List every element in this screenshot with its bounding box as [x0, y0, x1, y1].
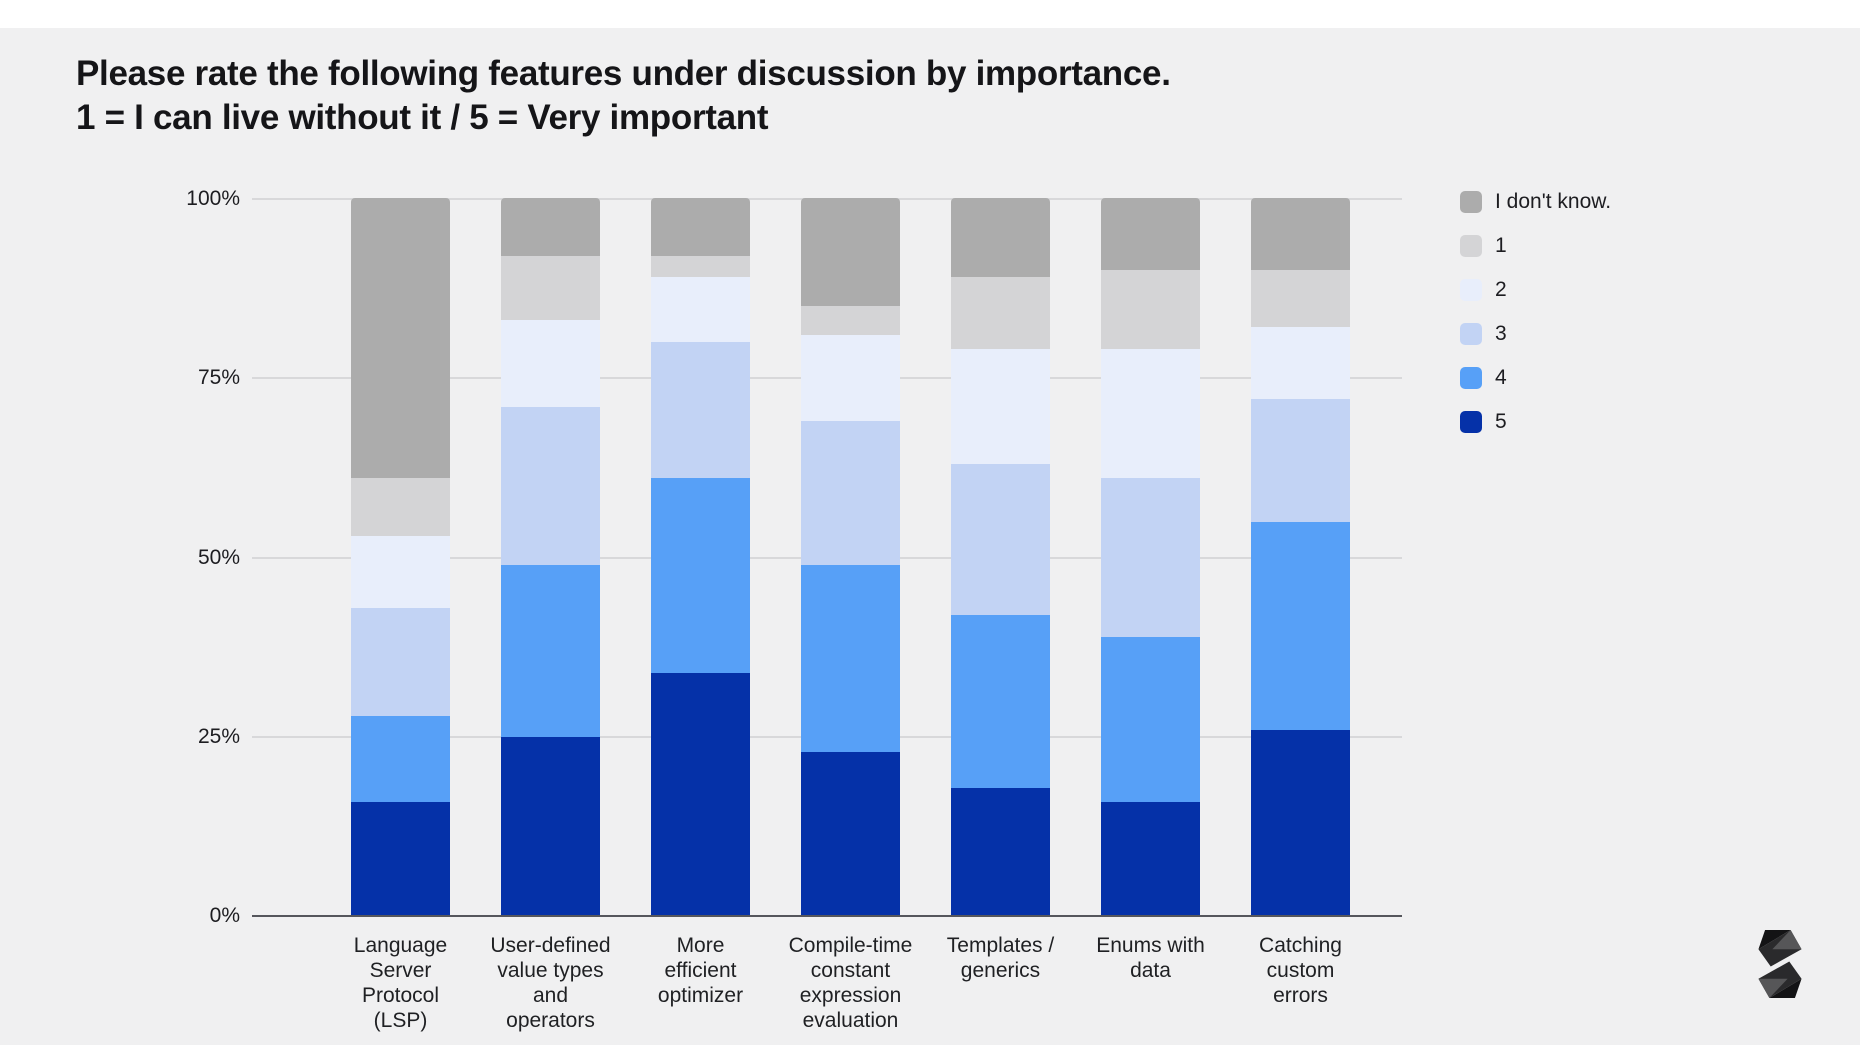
bar-segment-rating-5 — [351, 801, 450, 917]
x-axis-label-7: Catching custom errors — [1259, 934, 1342, 1007]
legend-item-1: 1 — [1460, 234, 1611, 257]
legend-swatch — [1460, 411, 1482, 433]
chart-title-line2: 1 = I can live without it / 5 = Very imp… — [76, 98, 769, 137]
legend-swatch — [1460, 235, 1482, 257]
bar-segment-rating-3 — [1101, 478, 1200, 637]
top-white-strip — [0, 0, 1860, 28]
legend-label: 5 — [1495, 410, 1507, 433]
legend-label: 4 — [1495, 366, 1507, 389]
plot-area: 100% 75% 50% 25% 0% Language Server Protocol … — [186, 187, 1402, 1032]
bar-segment-rating-1 — [351, 478, 450, 536]
legend-item-4: 4 — [1460, 366, 1611, 389]
bar-segment-rating-4 — [651, 478, 750, 673]
x-axis-label-2: User-defined value types and operators — [490, 934, 611, 1032]
bar-segment-rating-5 — [1251, 730, 1350, 917]
bar-segment-rating-1 — [801, 305, 900, 335]
legend-label: 2 — [1495, 278, 1507, 301]
bar-segment-rating-4 — [1101, 636, 1200, 802]
bar-segment-rating-2 — [351, 535, 450, 608]
bar-segment-rating-2 — [501, 320, 600, 407]
y-tick-label-0%: 0% — [209, 904, 240, 927]
solidity-logo-bottom-chevron — [1758, 961, 1802, 998]
bar-segment-rating-3 — [501, 406, 600, 565]
legend-label: 3 — [1495, 322, 1507, 345]
legend-label: I don't know. — [1495, 190, 1612, 213]
bar-segment-rating-2 — [1101, 349, 1200, 479]
legend-item-i-don-t-know: I don't know. — [1460, 190, 1612, 213]
x-axis-label-1: Language Server Protocol (LSP) — [353, 934, 448, 1032]
bar-segment-rating-4 — [351, 715, 450, 802]
bar-segment-rating-2 — [1251, 327, 1350, 400]
bar-segment-rating-5 — [951, 787, 1050, 917]
bar-segment-rating-I-don-t-know — [351, 198, 450, 479]
solidity-logo — [1758, 930, 1802, 998]
bar-segment-rating-I-don-t-know — [1101, 198, 1200, 270]
x-axis-label-6: Enums with data — [1096, 934, 1205, 982]
bar-segment-rating-4 — [1251, 521, 1350, 731]
legend-swatch — [1460, 191, 1482, 213]
bar-enums-with-data — [1101, 198, 1200, 917]
legend-swatch — [1460, 279, 1482, 301]
bar-segment-rating-1 — [651, 255, 750, 278]
bar-language-server-protocol-lsp — [351, 198, 450, 917]
bar-segment-rating-1 — [951, 277, 1050, 350]
bar-segment-rating-5 — [1101, 801, 1200, 917]
x-axis-label-3: More efficient optimizer — [657, 934, 744, 1007]
bar-segment-rating-I-don-t-know — [651, 198, 750, 256]
bar-segment-rating-I-don-t-know — [801, 198, 900, 306]
bar-segment-rating-I-don-t-know — [1251, 198, 1350, 270]
chart-title-line1: Please rate the following features under… — [76, 54, 1171, 93]
bar-segment-rating-5 — [651, 672, 750, 917]
x-axis-label-4: Compile-time constant expression evaluat… — [788, 934, 913, 1032]
bar-segment-rating-1 — [501, 255, 600, 321]
bar-compile-time-constant-expression-evaluation — [801, 198, 900, 917]
x-axis-label-5: Templates / generics — [946, 934, 1055, 982]
bar-segment-rating-5 — [801, 751, 900, 917]
y-tick-label-50%: 50% — [197, 546, 240, 569]
y-tick-label-100%: 100% — [186, 187, 240, 210]
legend-item-5: 5 — [1460, 410, 1611, 433]
solidity-logo-top-chevron — [1758, 930, 1802, 967]
bar-segment-rating-4 — [501, 564, 600, 738]
chart-title: Please rate the following features under… — [76, 52, 1171, 140]
bar-segment-rating-3 — [351, 607, 450, 716]
bar-segment-rating-2 — [951, 349, 1050, 465]
bar-segment-rating-4 — [951, 615, 1050, 788]
bar-templates-generics — [951, 198, 1050, 917]
y-tick-label-75%: 75% — [197, 366, 240, 389]
bar-catching-custom-errors — [1251, 198, 1350, 917]
bar-segment-rating-4 — [801, 564, 900, 752]
y-tick-label-25%: 25% — [197, 725, 240, 748]
bar-segment-rating-I-don-t-know — [951, 198, 1050, 278]
bar-segment-rating-I-don-t-know — [501, 198, 600, 256]
bar-segment-rating-1 — [1251, 269, 1350, 328]
bar-more-efficient-optimizer — [651, 198, 750, 917]
bar-segment-rating-2 — [801, 334, 900, 421]
bar-segment-rating-5 — [501, 737, 600, 917]
legend-item-2: 2 — [1460, 278, 1611, 301]
bar-segment-rating-3 — [651, 341, 750, 479]
bar-segment-rating-2 — [651, 277, 750, 342]
bar-segment-rating-1 — [1101, 269, 1200, 350]
bar-segment-rating-3 — [951, 464, 1050, 616]
bar-segment-rating-3 — [801, 420, 900, 565]
x-axis-line — [252, 915, 1402, 917]
bar-segment-rating-3 — [1251, 399, 1350, 522]
legend-swatch — [1460, 323, 1482, 345]
chart-legend: I don't know. 1 2 3 4 5 — [1460, 190, 1612, 455]
legend-label: 1 — [1495, 234, 1507, 257]
legend-swatch — [1460, 367, 1482, 389]
legend-item-3: 3 — [1460, 322, 1611, 345]
bar-user-defined-value-types-and-operators — [501, 198, 600, 917]
